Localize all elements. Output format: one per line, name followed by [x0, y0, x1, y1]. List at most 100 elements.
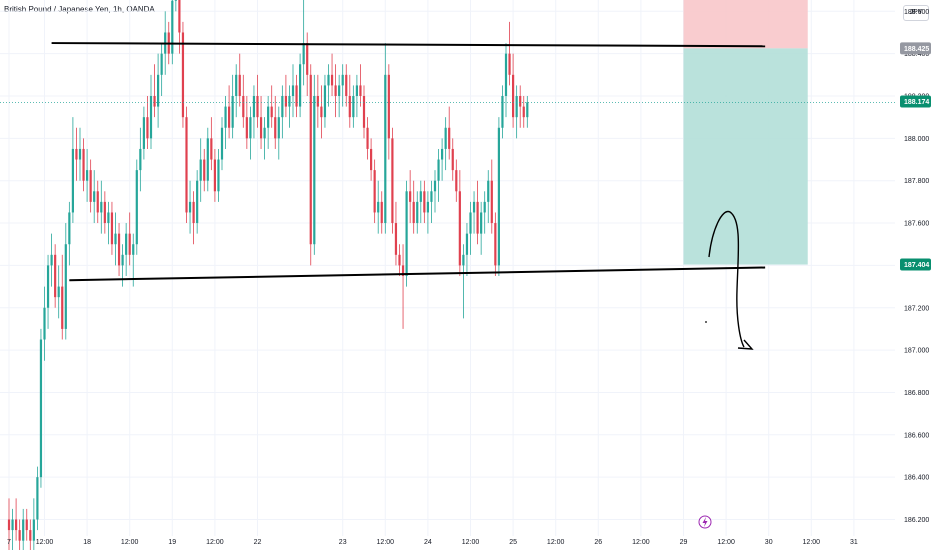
candle-body — [291, 85, 295, 96]
candle-body — [46, 265, 50, 308]
candle-body — [135, 170, 138, 245]
candle-body — [75, 148, 78, 160]
candle-body — [341, 74, 344, 86]
candle-body — [327, 74, 330, 86]
candle-body — [320, 106, 323, 118]
candle-body — [256, 96, 259, 118]
candle-body — [370, 148, 373, 171]
current-price-badge — [900, 95, 931, 108]
candle-body — [249, 117, 252, 139]
candle-body — [497, 127, 500, 266]
candle-body — [480, 212, 483, 234]
candle-body — [462, 254, 465, 266]
candle-body — [430, 191, 433, 202]
candle-body — [96, 191, 99, 213]
target-price-badge — [900, 258, 931, 271]
candle-body — [522, 106, 525, 118]
entry-price-badge-text: 188.425 — [904, 46, 929, 53]
candle-body — [416, 201, 419, 224]
candle-body — [288, 96, 291, 107]
candle-body — [398, 254, 401, 266]
candle-body — [394, 223, 398, 255]
candle-body — [199, 159, 202, 181]
price-tick-label: 187.800 — [904, 178, 929, 185]
candle-body — [476, 201, 479, 234]
candle-body — [472, 201, 476, 213]
candle-body — [50, 254, 53, 266]
candle-body — [171, 0, 174, 54]
candle-body — [71, 148, 74, 213]
candle-body — [345, 74, 348, 96]
candle-body — [401, 265, 405, 276]
candle-body — [387, 74, 390, 139]
candle-body — [469, 212, 472, 234]
time-tick-label: 12:00 — [377, 539, 395, 546]
drawn-curve — [708, 210, 745, 348]
candle-body — [330, 74, 334, 86]
candle-body — [64, 244, 67, 329]
candle-body — [238, 74, 241, 96]
candle-body — [405, 191, 408, 276]
candle-body — [228, 106, 231, 128]
candle-body — [455, 170, 458, 192]
candle-body — [373, 170, 376, 213]
time-tick-label: 12:00 — [632, 539, 650, 546]
candle-body — [68, 212, 71, 245]
candle-body — [54, 254, 57, 298]
candle-body — [110, 212, 114, 245]
candle-body — [153, 96, 156, 107]
currency-button[interactable]: JPY — [903, 5, 929, 21]
candle-body — [235, 74, 238, 96]
candle-body — [313, 96, 316, 245]
candle-body — [252, 96, 256, 118]
price-tick-label: 187.200 — [904, 305, 929, 312]
candle-body — [89, 170, 92, 202]
drawn-dot — [705, 321, 707, 323]
candle-body — [132, 244, 135, 255]
candle-body — [515, 96, 518, 118]
candle-body — [284, 96, 287, 107]
candle-body — [423, 191, 426, 213]
candle-body — [444, 127, 447, 149]
candle-body — [352, 96, 355, 118]
price-tick-label: 188.400 — [904, 51, 929, 58]
candle-body — [213, 159, 216, 192]
candle-body — [7, 519, 11, 531]
candle-body — [526, 102, 529, 118]
candle-body — [348, 96, 351, 118]
time-tick-label: 12:00 — [462, 539, 480, 546]
time-tick-label: 12:00 — [206, 539, 224, 546]
candle-body — [465, 233, 469, 255]
candle-body — [146, 117, 149, 139]
candle-body — [359, 85, 362, 96]
candle-body — [295, 85, 298, 107]
candle-body — [125, 233, 128, 255]
candle-body — [412, 201, 415, 224]
price-tick-label: 188.600 — [904, 9, 929, 16]
target-price-badge-text: 187.404 — [904, 262, 929, 269]
candle-body — [93, 191, 96, 202]
drawn-arrowhead — [737, 339, 754, 350]
candle-body — [323, 85, 327, 118]
lightning-icon[interactable] — [698, 515, 712, 529]
price-tick-label: 186.400 — [904, 475, 929, 482]
candle-body — [86, 170, 89, 181]
time-tick-label: 22 — [254, 539, 262, 546]
candle-body — [206, 138, 209, 181]
candle-body — [82, 148, 85, 181]
candle-body — [441, 148, 444, 160]
time-tick-label: 12:00 — [717, 539, 735, 546]
candle-body — [501, 96, 504, 128]
entry-price-badge — [900, 42, 931, 55]
time-tick-label: 18 — [83, 539, 91, 546]
candle-body — [508, 53, 511, 75]
time-tick-label: 7 — [7, 539, 11, 546]
candle-body — [39, 339, 43, 478]
take-profit-zone — [683, 48, 808, 265]
candle-body — [231, 96, 234, 128]
candle-body — [451, 148, 454, 171]
candle-body — [281, 96, 284, 118]
time-tick-label: 24 — [424, 539, 432, 546]
